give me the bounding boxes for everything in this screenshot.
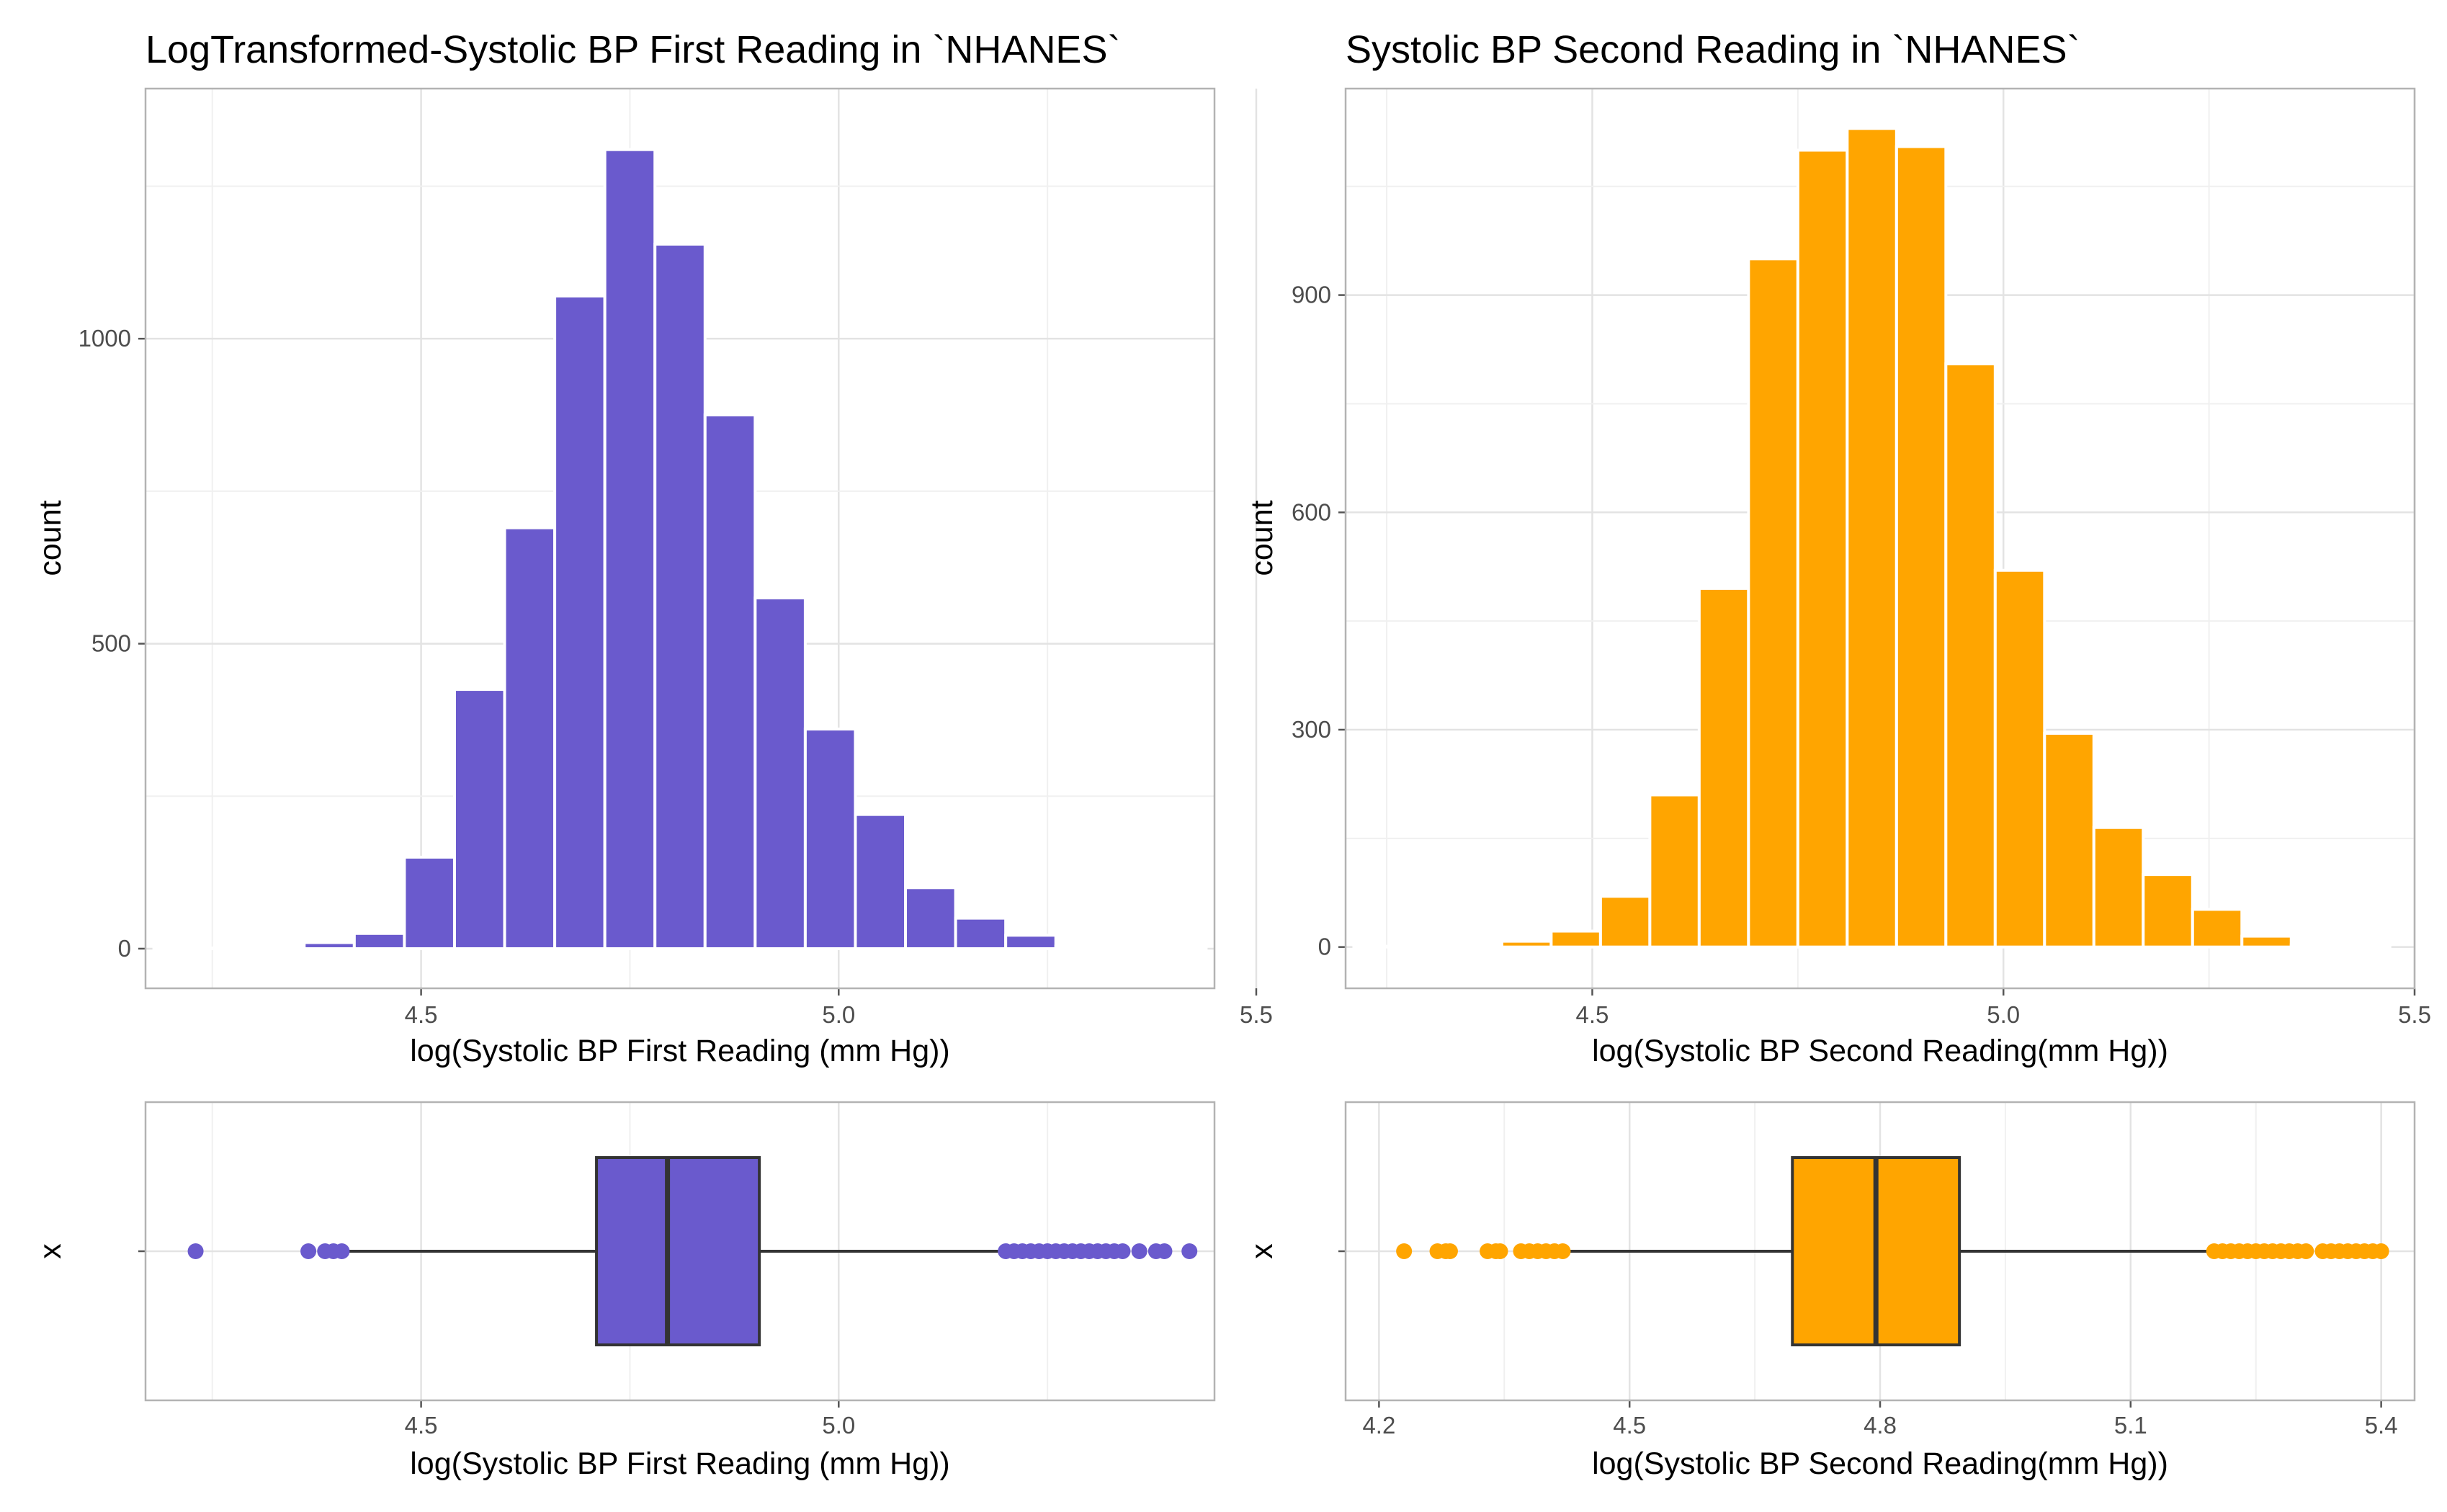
x-tick-label: 5.0 — [1987, 1001, 2020, 1028]
x-tick-label: 5.0 — [822, 1001, 855, 1028]
histogram-bar — [803, 728, 857, 950]
x-tick-label: 4.8 — [1864, 1412, 1897, 1439]
x-axis-title: log(Systolic BP Second Reading(mm Hg)) — [1592, 1034, 2168, 1068]
histogram-bar — [303, 941, 356, 950]
boxplot-first-reading-panel: 4.5 5.0 log(Systolic BP First Reading (mm … — [33, 1101, 1216, 1481]
x-tick-label: 5.4 — [2365, 1412, 2398, 1439]
histogram-bar — [2289, 943, 2343, 949]
histogram-bar — [553, 294, 607, 950]
histogram-bar — [603, 148, 657, 950]
chart-title: Systolic BP Second Reading in `NHANES` — [1346, 28, 2080, 71]
outlier-point — [1156, 1243, 1173, 1259]
outlier-point — [1181, 1243, 1198, 1259]
histogram-second-reading-panel: Systolic BP Second Reading in `NHANES` 4.… — [1245, 28, 2431, 1068]
x-tick-label: 5.5 — [1240, 1001, 1273, 1028]
histogram-bar — [1598, 895, 1652, 949]
histogram-bar — [2092, 826, 2145, 949]
x-axis-title: log(Systolic BP First Reading (mm Hg)) — [410, 1446, 950, 1481]
histogram-bar — [954, 916, 1008, 950]
panel-border — [1344, 1101, 2416, 1402]
histogram-bar — [1154, 946, 1208, 950]
histogram-bar — [202, 946, 256, 950]
histogram-bar — [1697, 586, 1750, 949]
chart-title: LogTransformed-Systolic BP First Reading… — [146, 28, 1120, 71]
histogram-bar — [2142, 873, 2194, 949]
box-iqr — [595, 1156, 761, 1346]
histogram-bar — [703, 413, 757, 950]
y-tick-label: 0 — [118, 935, 131, 962]
outlier-point — [2373, 1243, 2389, 1259]
x-tick-label: 4.2 — [1362, 1412, 1395, 1439]
panel-border — [1344, 87, 2416, 990]
histogram-bar — [753, 596, 807, 950]
x-tick-label: 4.5 — [405, 1412, 438, 1439]
histogram-bar — [1894, 145, 1948, 949]
histogram-bar — [252, 946, 306, 950]
outlier-point — [1114, 1243, 1131, 1259]
outlier-point — [1441, 1243, 1458, 1259]
x-axis-title: log(Systolic BP Second Reading(mm Hg)) — [1592, 1446, 2168, 1481]
histogram-bar — [1993, 568, 2046, 949]
y-axis-title: count — [33, 500, 68, 576]
histogram-bar — [1796, 148, 1849, 949]
histogram-bar — [1104, 946, 1158, 950]
histogram-bar — [653, 242, 707, 950]
histogram-bar — [1944, 362, 1997, 949]
histogram-bar — [2043, 732, 2095, 949]
histogram-bar — [1747, 257, 1799, 949]
outlier-point — [334, 1243, 350, 1259]
panel-border — [144, 1101, 1216, 1402]
x-tick-label: 5.0 — [822, 1412, 855, 1439]
outlier-point — [1131, 1243, 1148, 1259]
histogram-bar — [503, 526, 557, 950]
histogram-bar — [1004, 934, 1057, 950]
histogram-bar — [854, 813, 908, 950]
histogram-bar — [1500, 939, 1553, 949]
outlier-point — [1492, 1243, 1508, 1259]
histogram-bar — [2240, 934, 2293, 949]
outlier-point — [187, 1243, 204, 1259]
outlier-point — [1554, 1243, 1571, 1259]
histogram-bar — [1846, 127, 1898, 949]
histogram-bar — [1054, 944, 1108, 950]
histogram-first-reading-panel: LogTransformed-Systolic BP First Reading… — [33, 28, 1273, 1068]
panel-border — [144, 87, 1216, 990]
histogram-bar — [352, 931, 406, 950]
histogram-bar — [152, 946, 206, 950]
y-axis-title: count — [1245, 500, 1279, 576]
x-tick-label: 5.1 — [2114, 1412, 2147, 1439]
histogram-bar — [452, 688, 506, 950]
histogram-bar — [2191, 908, 2244, 949]
y-tick-label: 0 — [1318, 934, 1331, 960]
x-tick-label: 4.5 — [1613, 1412, 1646, 1439]
histogram-bar — [904, 886, 957, 950]
x-tick-label: 5.5 — [2398, 1001, 2431, 1028]
histogram-bar — [1648, 793, 1701, 949]
outlier-point — [1396, 1243, 1413, 1259]
y-axis-title: x — [1245, 1243, 1279, 1259]
histogram-bar — [403, 855, 456, 950]
histogram-bar — [1549, 929, 1602, 949]
x-tick-label: 4.5 — [1576, 1001, 1609, 1028]
x-tick-label: 4.5 — [405, 1001, 438, 1028]
y-tick-label: 500 — [91, 630, 131, 657]
y-tick-label: 300 — [1292, 716, 1331, 743]
y-tick-label: 600 — [1292, 498, 1331, 525]
y-tick-label: 1000 — [79, 325, 131, 352]
outlier-point — [300, 1243, 317, 1259]
y-tick-label: 900 — [1292, 282, 1331, 308]
x-axis-title: log(Systolic BP First Reading (mm Hg)) — [410, 1034, 950, 1068]
y-axis-title: x — [33, 1243, 68, 1259]
boxplot-second-reading-panel: 4.2 4.5 4.8 5.1 5.4 log(Systolic BP Second Re… — [1245, 1101, 2416, 1481]
outlier-point — [2298, 1243, 2314, 1259]
